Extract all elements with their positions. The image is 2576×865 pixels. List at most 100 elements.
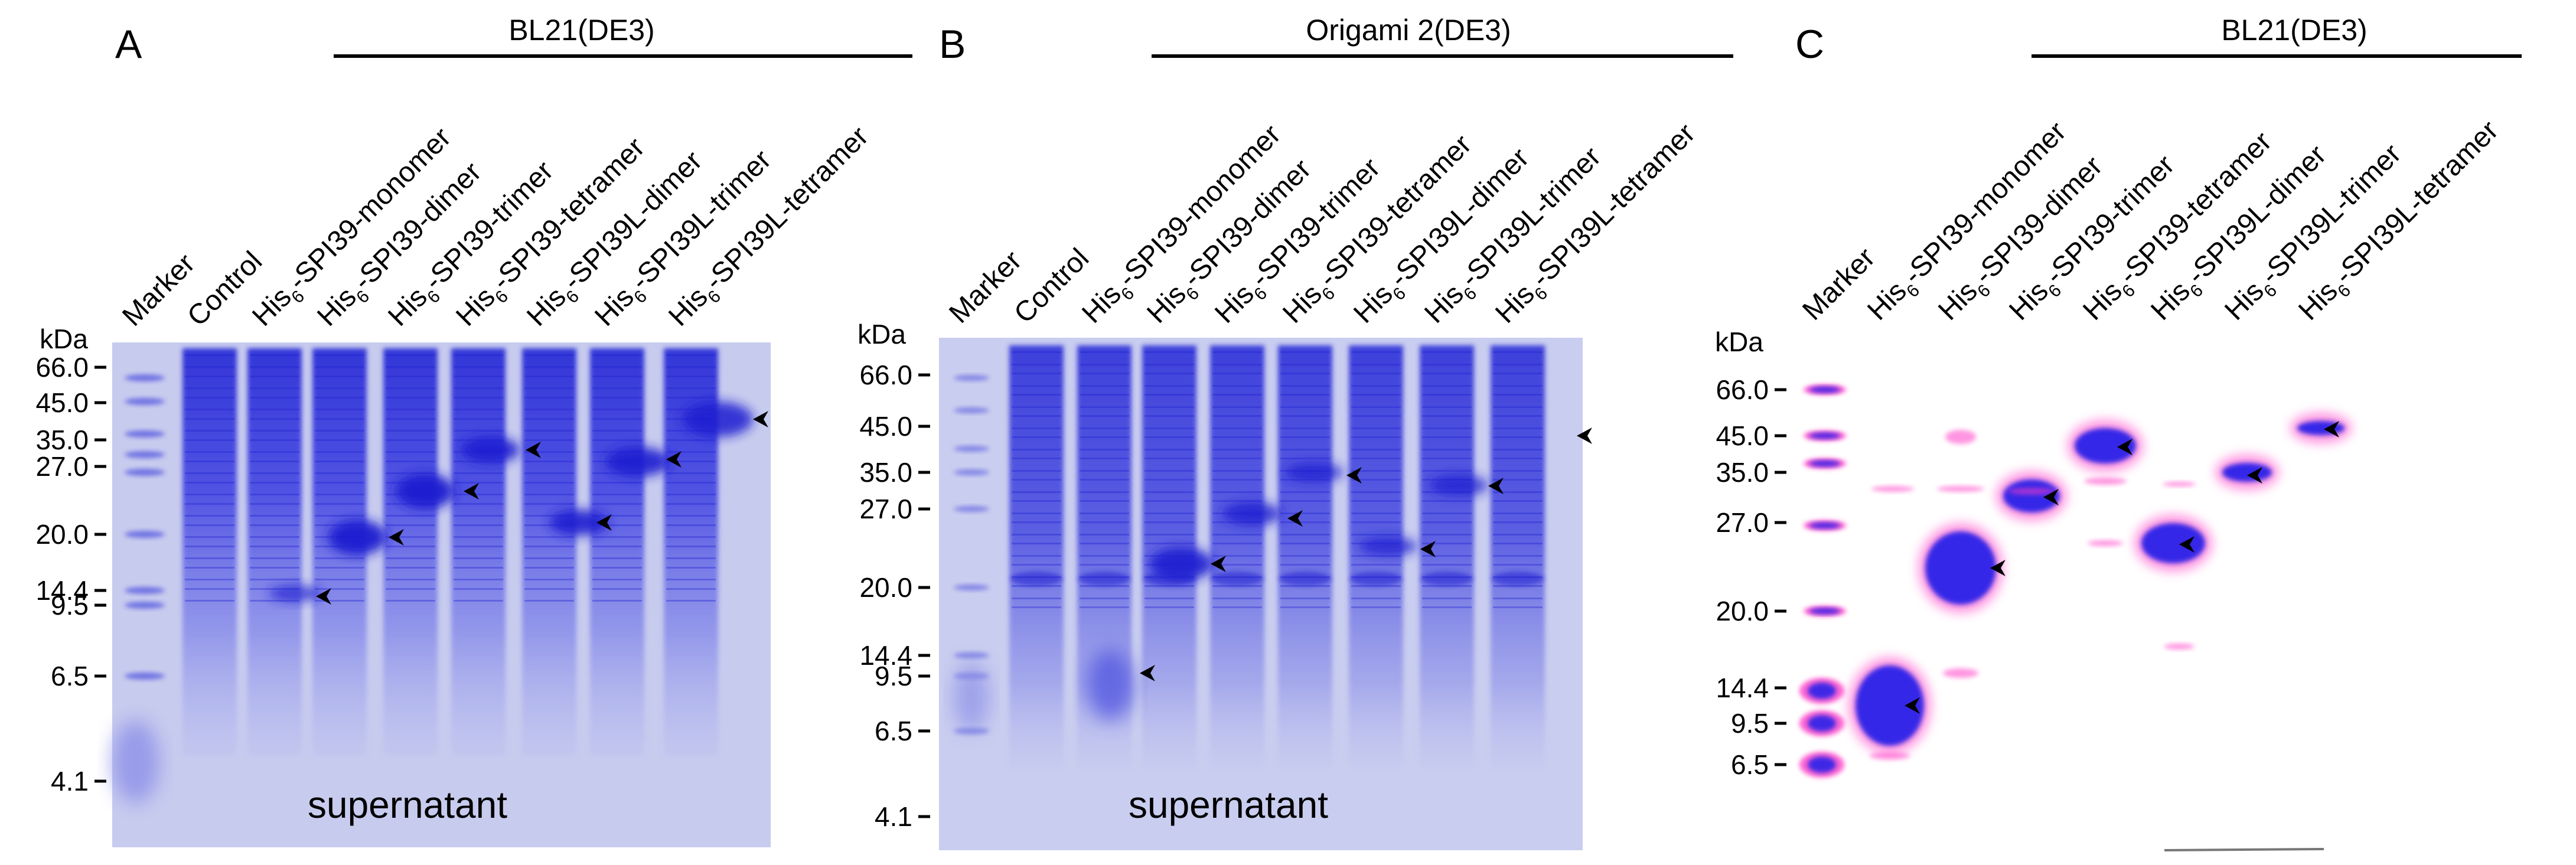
band-arrow-icon bbox=[1488, 478, 1504, 494]
gel-band-faint bbox=[1144, 470, 1194, 472]
mw-marker-label: 14.4 bbox=[35, 575, 89, 606]
panel-a-caption: supernatant bbox=[308, 784, 507, 826]
gel-band-faint bbox=[1144, 406, 1194, 408]
expressed-band bbox=[461, 437, 520, 463]
gel-band-faint bbox=[1280, 500, 1330, 502]
gel-band-faint bbox=[592, 579, 642, 580]
lane-label-prefix: His bbox=[2003, 275, 2054, 326]
gel-band-faint bbox=[1493, 406, 1543, 408]
band-arrow-icon bbox=[1420, 541, 1436, 557]
gel-band-faint bbox=[524, 439, 574, 441]
gel-band-faint bbox=[1012, 479, 1061, 481]
gel-band-faint bbox=[1080, 385, 1129, 387]
gel-band-faint bbox=[524, 482, 574, 484]
gel-band-faint bbox=[1351, 555, 1401, 557]
blot-band-faint bbox=[1871, 486, 1914, 492]
panel-c-strain: BL21(DE3) bbox=[2221, 14, 2367, 47]
gel-band-faint bbox=[1012, 598, 1061, 599]
gel-band-faint bbox=[1012, 513, 1061, 514]
lane-label-prefix: His bbox=[1277, 278, 1328, 329]
marker-band bbox=[125, 451, 165, 458]
gel-band-faint bbox=[454, 430, 503, 432]
gel-band-faint bbox=[1012, 385, 1061, 387]
gel-band-faint bbox=[1351, 415, 1401, 417]
gel-band-faint bbox=[185, 472, 234, 474]
gel-band-faint bbox=[1493, 385, 1543, 387]
gel-band-faint bbox=[315, 600, 364, 602]
lane-label-prefix: His bbox=[663, 281, 713, 332]
gel-band-faint bbox=[250, 600, 299, 602]
gel-band-faint bbox=[1012, 500, 1061, 502]
blot-band bbox=[1925, 531, 1996, 605]
gel-band-faint bbox=[666, 567, 716, 569]
gel-band-faint bbox=[185, 397, 234, 399]
gel-band-faint bbox=[524, 397, 574, 399]
gel-band-faint bbox=[315, 430, 364, 432]
gel-band-faint bbox=[666, 503, 716, 505]
gel-band-faint bbox=[454, 397, 503, 399]
gel-band-faint bbox=[592, 430, 642, 432]
gel-band-faint bbox=[250, 524, 299, 526]
gel-band-faint bbox=[1280, 513, 1330, 514]
gel-band-faint bbox=[1212, 427, 1262, 429]
gel-band-faint bbox=[250, 418, 299, 420]
panel-b-gel-lanes bbox=[954, 345, 1545, 768]
gel-band-faint bbox=[1351, 491, 1401, 493]
mw-marker-label: 4.1 bbox=[875, 801, 912, 832]
gel-band-faint bbox=[524, 600, 574, 602]
gel-band-faint bbox=[1080, 534, 1129, 536]
gel-band-faint bbox=[524, 579, 574, 580]
gel-band-faint bbox=[1012, 351, 1061, 353]
gel-band-faint bbox=[386, 409, 435, 410]
gel-band-faint bbox=[592, 409, 642, 410]
gel-band-faint bbox=[454, 567, 503, 569]
gel-band-faint bbox=[1280, 364, 1330, 365]
expressed-band bbox=[1222, 502, 1282, 525]
marker-band bbox=[954, 652, 989, 658]
gel-band-faint bbox=[592, 397, 642, 399]
gel-band-faint bbox=[1351, 364, 1401, 365]
band-arrow-icon bbox=[2043, 489, 2059, 505]
gel-band-faint bbox=[1351, 394, 1401, 396]
gel-lane bbox=[1009, 345, 1064, 768]
gel-band-faint bbox=[1144, 598, 1194, 599]
gel-band-faint bbox=[1212, 449, 1262, 451]
gel-band-faint bbox=[1351, 521, 1401, 523]
gel-band-faint bbox=[1351, 500, 1401, 502]
gel-band-faint bbox=[1280, 415, 1330, 417]
gel-band-faint bbox=[1144, 521, 1194, 523]
gel-band-faint bbox=[1080, 415, 1129, 417]
gel-band-faint bbox=[250, 579, 299, 580]
gel-band-faint bbox=[1012, 555, 1061, 557]
blot-band-faint bbox=[2163, 482, 2196, 487]
gel-band-faint bbox=[1080, 521, 1129, 523]
expressed-band bbox=[549, 510, 608, 536]
marker-band bbox=[1809, 433, 1840, 439]
gel-band-faint bbox=[1012, 534, 1061, 536]
gel-band-faint bbox=[1280, 543, 1330, 544]
gel-band-faint bbox=[666, 461, 716, 462]
gel-band-faint bbox=[524, 409, 574, 410]
panel-a: A BL21(DE3) MarkerControlHis6-SPI39-mono… bbox=[35, 14, 912, 847]
gel-band-faint bbox=[1212, 351, 1262, 353]
gel-band-faint bbox=[454, 376, 503, 377]
gel-band-faint bbox=[250, 546, 299, 547]
band-arrow-icon bbox=[1346, 467, 1362, 484]
gel-band-faint bbox=[524, 461, 574, 462]
gel-band-faint bbox=[185, 600, 234, 602]
gel-band-faint bbox=[454, 503, 503, 505]
gel-band-faint bbox=[1012, 373, 1061, 374]
gel-band-faint bbox=[1422, 564, 1472, 566]
gel-band-faint bbox=[1144, 491, 1194, 493]
gel-band-faint bbox=[1144, 427, 1194, 429]
gel-band-faint bbox=[315, 354, 364, 356]
gel-band-faint bbox=[315, 567, 364, 569]
gel-band-faint bbox=[1144, 585, 1194, 587]
gel-lane bbox=[247, 348, 302, 756]
lane-label-prefix: His bbox=[2293, 275, 2343, 326]
gel-band-faint bbox=[1012, 585, 1061, 587]
gel-band-faint bbox=[315, 387, 364, 389]
gel-band bbox=[1211, 572, 1263, 586]
gel-band-faint bbox=[1012, 364, 1061, 365]
mw-marker-label: 35.0 bbox=[1716, 457, 1769, 488]
